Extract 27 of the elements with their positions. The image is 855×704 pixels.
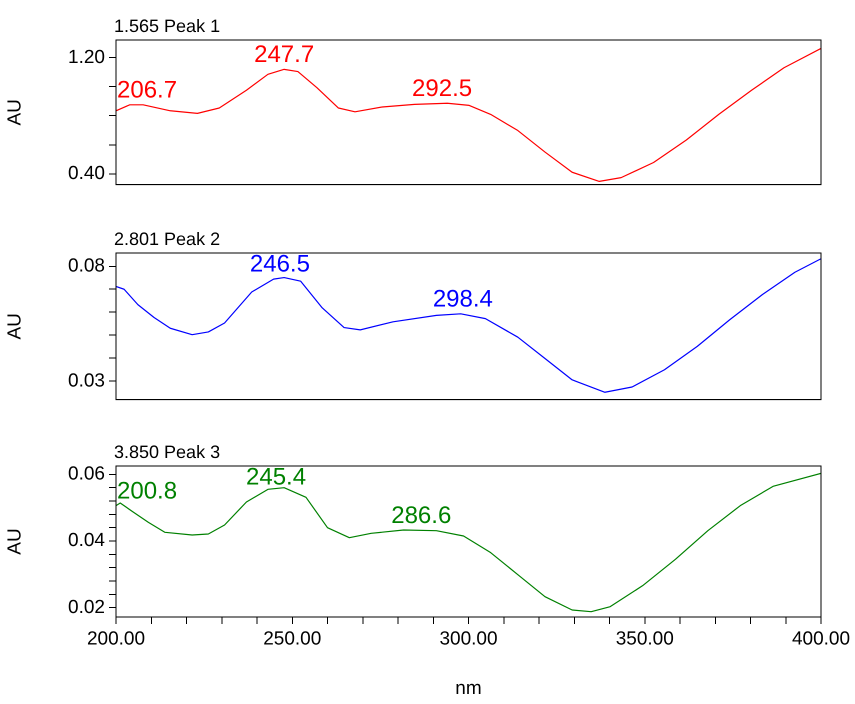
y-axis-title: AU — [4, 99, 26, 126]
annotation: 298.4 — [432, 285, 493, 312]
annotation: 247.7 — [254, 40, 314, 68]
annotation: 246.5 — [250, 250, 310, 278]
annotation: 206.7 — [117, 76, 178, 104]
y-tick-label: 0.40 — [68, 163, 105, 184]
y-tick-label: 0.02 — [68, 596, 105, 618]
chart-title: 3.850 Peak 3 — [114, 442, 220, 462]
x-tick-label: 350.00 — [616, 628, 674, 650]
annotation: 200.8 — [117, 477, 178, 504]
y-tick-label: 1.20 — [68, 46, 105, 68]
annotation: 245.4 — [246, 464, 306, 491]
x-tick-label: 400.00 — [792, 628, 850, 650]
x-axis-title: nm — [455, 678, 482, 699]
y-tick-label: 0.06 — [68, 464, 105, 485]
chart-title: 2.801 Peak 2 — [114, 228, 220, 249]
x-tick-label: 200.00 — [86, 628, 146, 650]
chart-title: 1.565 Peak 1 — [114, 16, 220, 36]
annotation: 286.6 — [391, 502, 452, 529]
y-tick-label: 0.08 — [68, 256, 105, 277]
y-axis-title: AU — [4, 528, 26, 555]
x-tick-label: 300.00 — [439, 628, 498, 650]
annotation: 292.5 — [412, 74, 472, 102]
x-tick-label: 250.00 — [263, 628, 322, 650]
y-tick-label: 0.04 — [68, 530, 106, 552]
y-axis-title: AU — [4, 313, 26, 340]
y-tick-label: 0.03 — [68, 370, 105, 392]
